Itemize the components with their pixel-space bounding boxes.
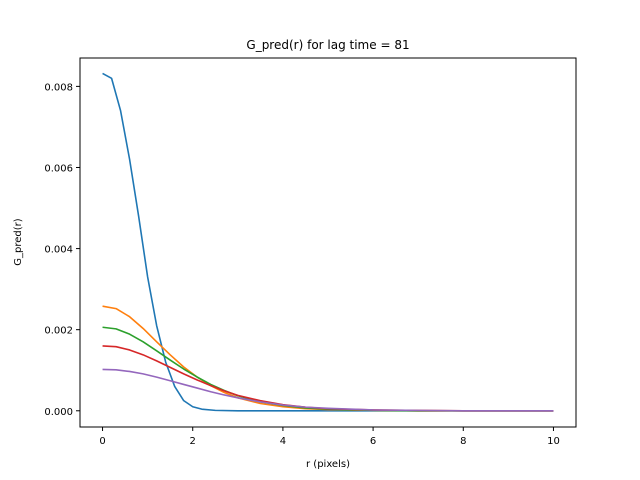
series-group — [102, 72, 554, 412]
x-tick-label: 10 — [547, 436, 560, 447]
y-tick-label: 0.002 — [44, 326, 73, 337]
x-axis-label: r (pixels) — [306, 459, 350, 470]
y-tick-label: 0.004 — [44, 245, 73, 256]
x-tick-label: 4 — [280, 436, 286, 447]
chart-title: G_pred(r) for lag time = 81 — [246, 38, 409, 52]
series-line-1 — [102, 72, 554, 412]
x-tick-label: 6 — [370, 436, 376, 447]
y-tick-label: 0.006 — [44, 163, 73, 174]
series-line-5 — [102, 368, 554, 412]
y-tick-label: 0.008 — [44, 82, 73, 93]
x-tick-label: 8 — [460, 436, 466, 447]
x-axis: 0 2 4 6 8 10 — [99, 427, 560, 447]
y-axis: 0.000 0.002 0.004 0.006 0.008 — [44, 82, 80, 418]
plot-frame — [79, 57, 577, 428]
x-tick-label: 2 — [190, 436, 196, 447]
y-tick-label: 0.000 — [44, 407, 73, 418]
x-tick-label: 0 — [99, 436, 105, 447]
y-axis-label: G_pred(r) — [13, 218, 24, 266]
